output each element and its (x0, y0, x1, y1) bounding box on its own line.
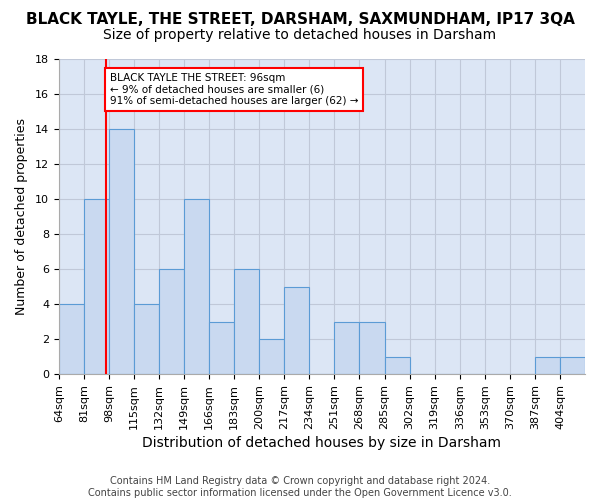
Bar (159, 269, 184, 374)
Text: BLACK TAYLE, THE STREET, DARSHAM, SAXMUNDHAM, IP17 3QA: BLACK TAYLE, THE STREET, DARSHAM, SAXMUN… (26, 12, 574, 28)
Text: BLACK TAYLE THE STREET: 96sqm
← 9% of detached houses are smaller (6)
91% of sem: BLACK TAYLE THE STREET: 96sqm ← 9% of de… (110, 73, 358, 106)
Bar (259, 340, 284, 374)
Bar (134, 304, 159, 374)
Bar (334, 322, 359, 374)
Bar (184, 199, 209, 374)
Bar (385, 357, 410, 374)
Text: Contains HM Land Registry data © Crown copyright and database right 2024.
Contai: Contains HM Land Registry data © Crown c… (88, 476, 512, 498)
Bar (284, 286, 310, 374)
Bar (359, 322, 385, 374)
Bar (59, 304, 84, 374)
Y-axis label: Number of detached properties: Number of detached properties (15, 118, 28, 315)
Bar (109, 129, 134, 374)
Bar (234, 269, 259, 374)
Bar (535, 357, 560, 374)
Text: Size of property relative to detached houses in Darsham: Size of property relative to detached ho… (103, 28, 497, 42)
Bar (84, 199, 109, 374)
Bar (560, 357, 585, 374)
Bar (209, 322, 234, 374)
X-axis label: Distribution of detached houses by size in Darsham: Distribution of detached houses by size … (142, 436, 502, 450)
